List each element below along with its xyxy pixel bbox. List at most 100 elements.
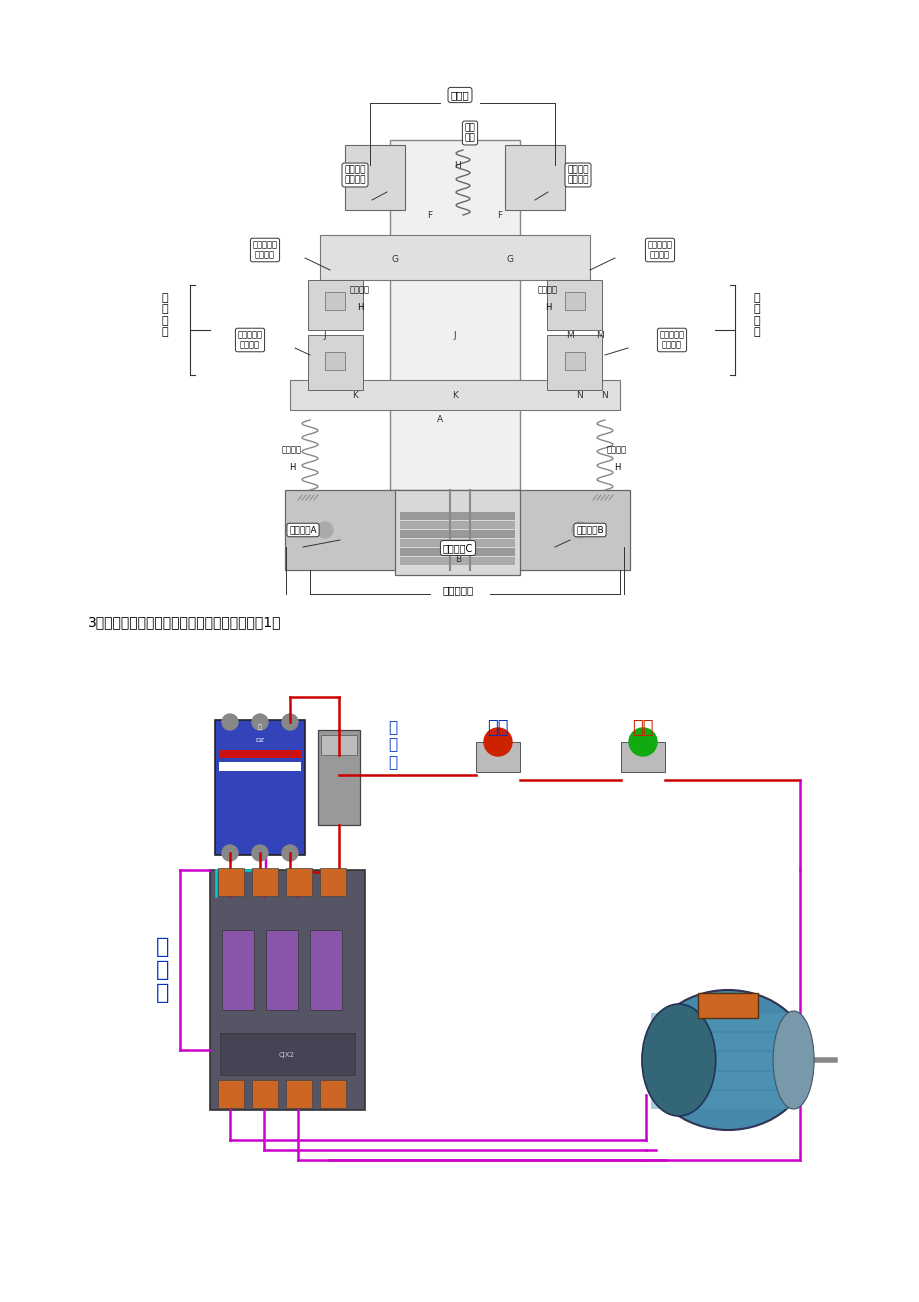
FancyBboxPatch shape	[651, 1013, 798, 1031]
FancyBboxPatch shape	[400, 512, 515, 519]
FancyBboxPatch shape	[390, 141, 519, 490]
FancyBboxPatch shape	[289, 380, 619, 410]
Text: H: H	[289, 464, 295, 473]
FancyBboxPatch shape	[286, 868, 312, 896]
FancyBboxPatch shape	[215, 720, 305, 855]
Text: G: G	[391, 255, 398, 264]
FancyBboxPatch shape	[286, 1079, 312, 1108]
FancyBboxPatch shape	[285, 490, 400, 570]
Text: H: H	[454, 160, 460, 169]
Text: N: N	[601, 391, 607, 400]
Circle shape	[252, 845, 267, 861]
Text: CJX2: CJX2	[278, 1052, 295, 1059]
Text: H: H	[357, 303, 363, 312]
Circle shape	[282, 845, 298, 861]
Text: A: A	[437, 415, 443, 424]
Text: 主触头的
固定触头: 主触头的 固定触头	[344, 165, 366, 185]
FancyBboxPatch shape	[324, 292, 345, 310]
Ellipse shape	[641, 1004, 715, 1116]
Text: 断
路
器: 断 路 器	[388, 720, 397, 769]
FancyBboxPatch shape	[308, 280, 363, 329]
Text: 辅助触头的
固定触头: 辅助触头的 固定触头	[237, 331, 262, 350]
Text: 辅助触头的
可动触头: 辅助触头的 可动触头	[647, 241, 672, 259]
FancyBboxPatch shape	[651, 1032, 798, 1051]
FancyBboxPatch shape	[220, 1032, 355, 1075]
Text: 辅
助
触
头: 辅 助 触 头	[162, 293, 168, 337]
FancyBboxPatch shape	[400, 539, 515, 547]
Text: K: K	[451, 391, 458, 400]
FancyBboxPatch shape	[218, 1079, 244, 1108]
Text: DZ: DZ	[255, 737, 265, 742]
FancyBboxPatch shape	[252, 1079, 278, 1108]
Text: 辅助触头的
固定触头: 辅助触头的 固定触头	[659, 331, 684, 350]
Text: K: K	[352, 391, 357, 400]
Text: 设: 设	[258, 724, 262, 730]
Text: J: J	[323, 331, 326, 340]
Ellipse shape	[772, 1010, 813, 1109]
Ellipse shape	[645, 990, 809, 1130]
FancyBboxPatch shape	[320, 1079, 346, 1108]
Text: G: G	[506, 255, 513, 264]
Circle shape	[282, 713, 298, 730]
Text: 还原弹簧: 还原弹簧	[538, 285, 558, 294]
Text: B: B	[454, 556, 460, 565]
FancyBboxPatch shape	[252, 868, 278, 896]
Text: 可动铁芯A: 可动铁芯A	[289, 526, 316, 535]
Text: 主触头: 主触头	[450, 90, 469, 100]
Text: 控制电磁铁: 控制电磁铁	[442, 585, 473, 595]
FancyBboxPatch shape	[651, 1072, 798, 1090]
FancyBboxPatch shape	[310, 930, 342, 1010]
FancyBboxPatch shape	[320, 234, 589, 280]
FancyBboxPatch shape	[400, 521, 515, 529]
FancyBboxPatch shape	[394, 490, 519, 575]
FancyBboxPatch shape	[505, 145, 564, 210]
Text: 还原弹簧: 还原弹簧	[282, 445, 301, 454]
Text: F: F	[497, 211, 502, 220]
Circle shape	[317, 522, 333, 538]
Text: 还原弹簧: 还原弹簧	[607, 445, 627, 454]
Text: 还原弹簧: 还原弹簧	[349, 285, 369, 294]
FancyBboxPatch shape	[515, 490, 630, 570]
Text: F: F	[427, 211, 432, 220]
FancyBboxPatch shape	[651, 1052, 798, 1070]
Text: 启动: 启动	[631, 719, 653, 737]
FancyBboxPatch shape	[547, 335, 601, 391]
FancyBboxPatch shape	[345, 145, 404, 210]
FancyBboxPatch shape	[219, 762, 301, 771]
FancyBboxPatch shape	[321, 736, 357, 755]
Text: M: M	[596, 331, 603, 340]
Text: 还原
弹簧: 还原 弹簧	[464, 124, 475, 143]
FancyBboxPatch shape	[475, 742, 519, 772]
FancyBboxPatch shape	[698, 993, 757, 1018]
FancyBboxPatch shape	[210, 870, 365, 1111]
Text: 固定铁芯B: 固定铁芯B	[575, 526, 603, 535]
FancyBboxPatch shape	[219, 750, 301, 758]
Text: 停止: 停止	[487, 719, 508, 737]
FancyBboxPatch shape	[564, 292, 584, 310]
Text: 电磁线圈C: 电磁线圈C	[442, 543, 472, 553]
FancyBboxPatch shape	[620, 742, 664, 772]
Text: H: H	[613, 464, 619, 473]
Text: 接
触
器: 接 触 器	[156, 937, 169, 1004]
Text: M: M	[565, 331, 573, 340]
Text: N: N	[576, 391, 583, 400]
FancyBboxPatch shape	[547, 280, 601, 329]
Circle shape	[629, 728, 656, 756]
Text: H: H	[544, 303, 550, 312]
FancyBboxPatch shape	[651, 1091, 798, 1109]
Text: 主触头的
可动触头: 主触头的 可动触头	[567, 165, 588, 185]
Circle shape	[221, 713, 238, 730]
FancyBboxPatch shape	[320, 868, 346, 896]
FancyBboxPatch shape	[400, 530, 515, 538]
Circle shape	[221, 845, 238, 861]
Circle shape	[572, 522, 587, 538]
Text: 辅
助
触
头: 辅 助 触 头	[753, 293, 759, 337]
FancyBboxPatch shape	[400, 548, 515, 556]
Circle shape	[252, 713, 267, 730]
FancyBboxPatch shape	[400, 557, 515, 565]
Text: 辅助触头的
可动触头: 辅助触头的 可动触头	[252, 241, 278, 259]
Circle shape	[483, 728, 512, 756]
FancyBboxPatch shape	[308, 335, 363, 391]
FancyBboxPatch shape	[324, 352, 345, 370]
FancyBboxPatch shape	[221, 930, 254, 1010]
